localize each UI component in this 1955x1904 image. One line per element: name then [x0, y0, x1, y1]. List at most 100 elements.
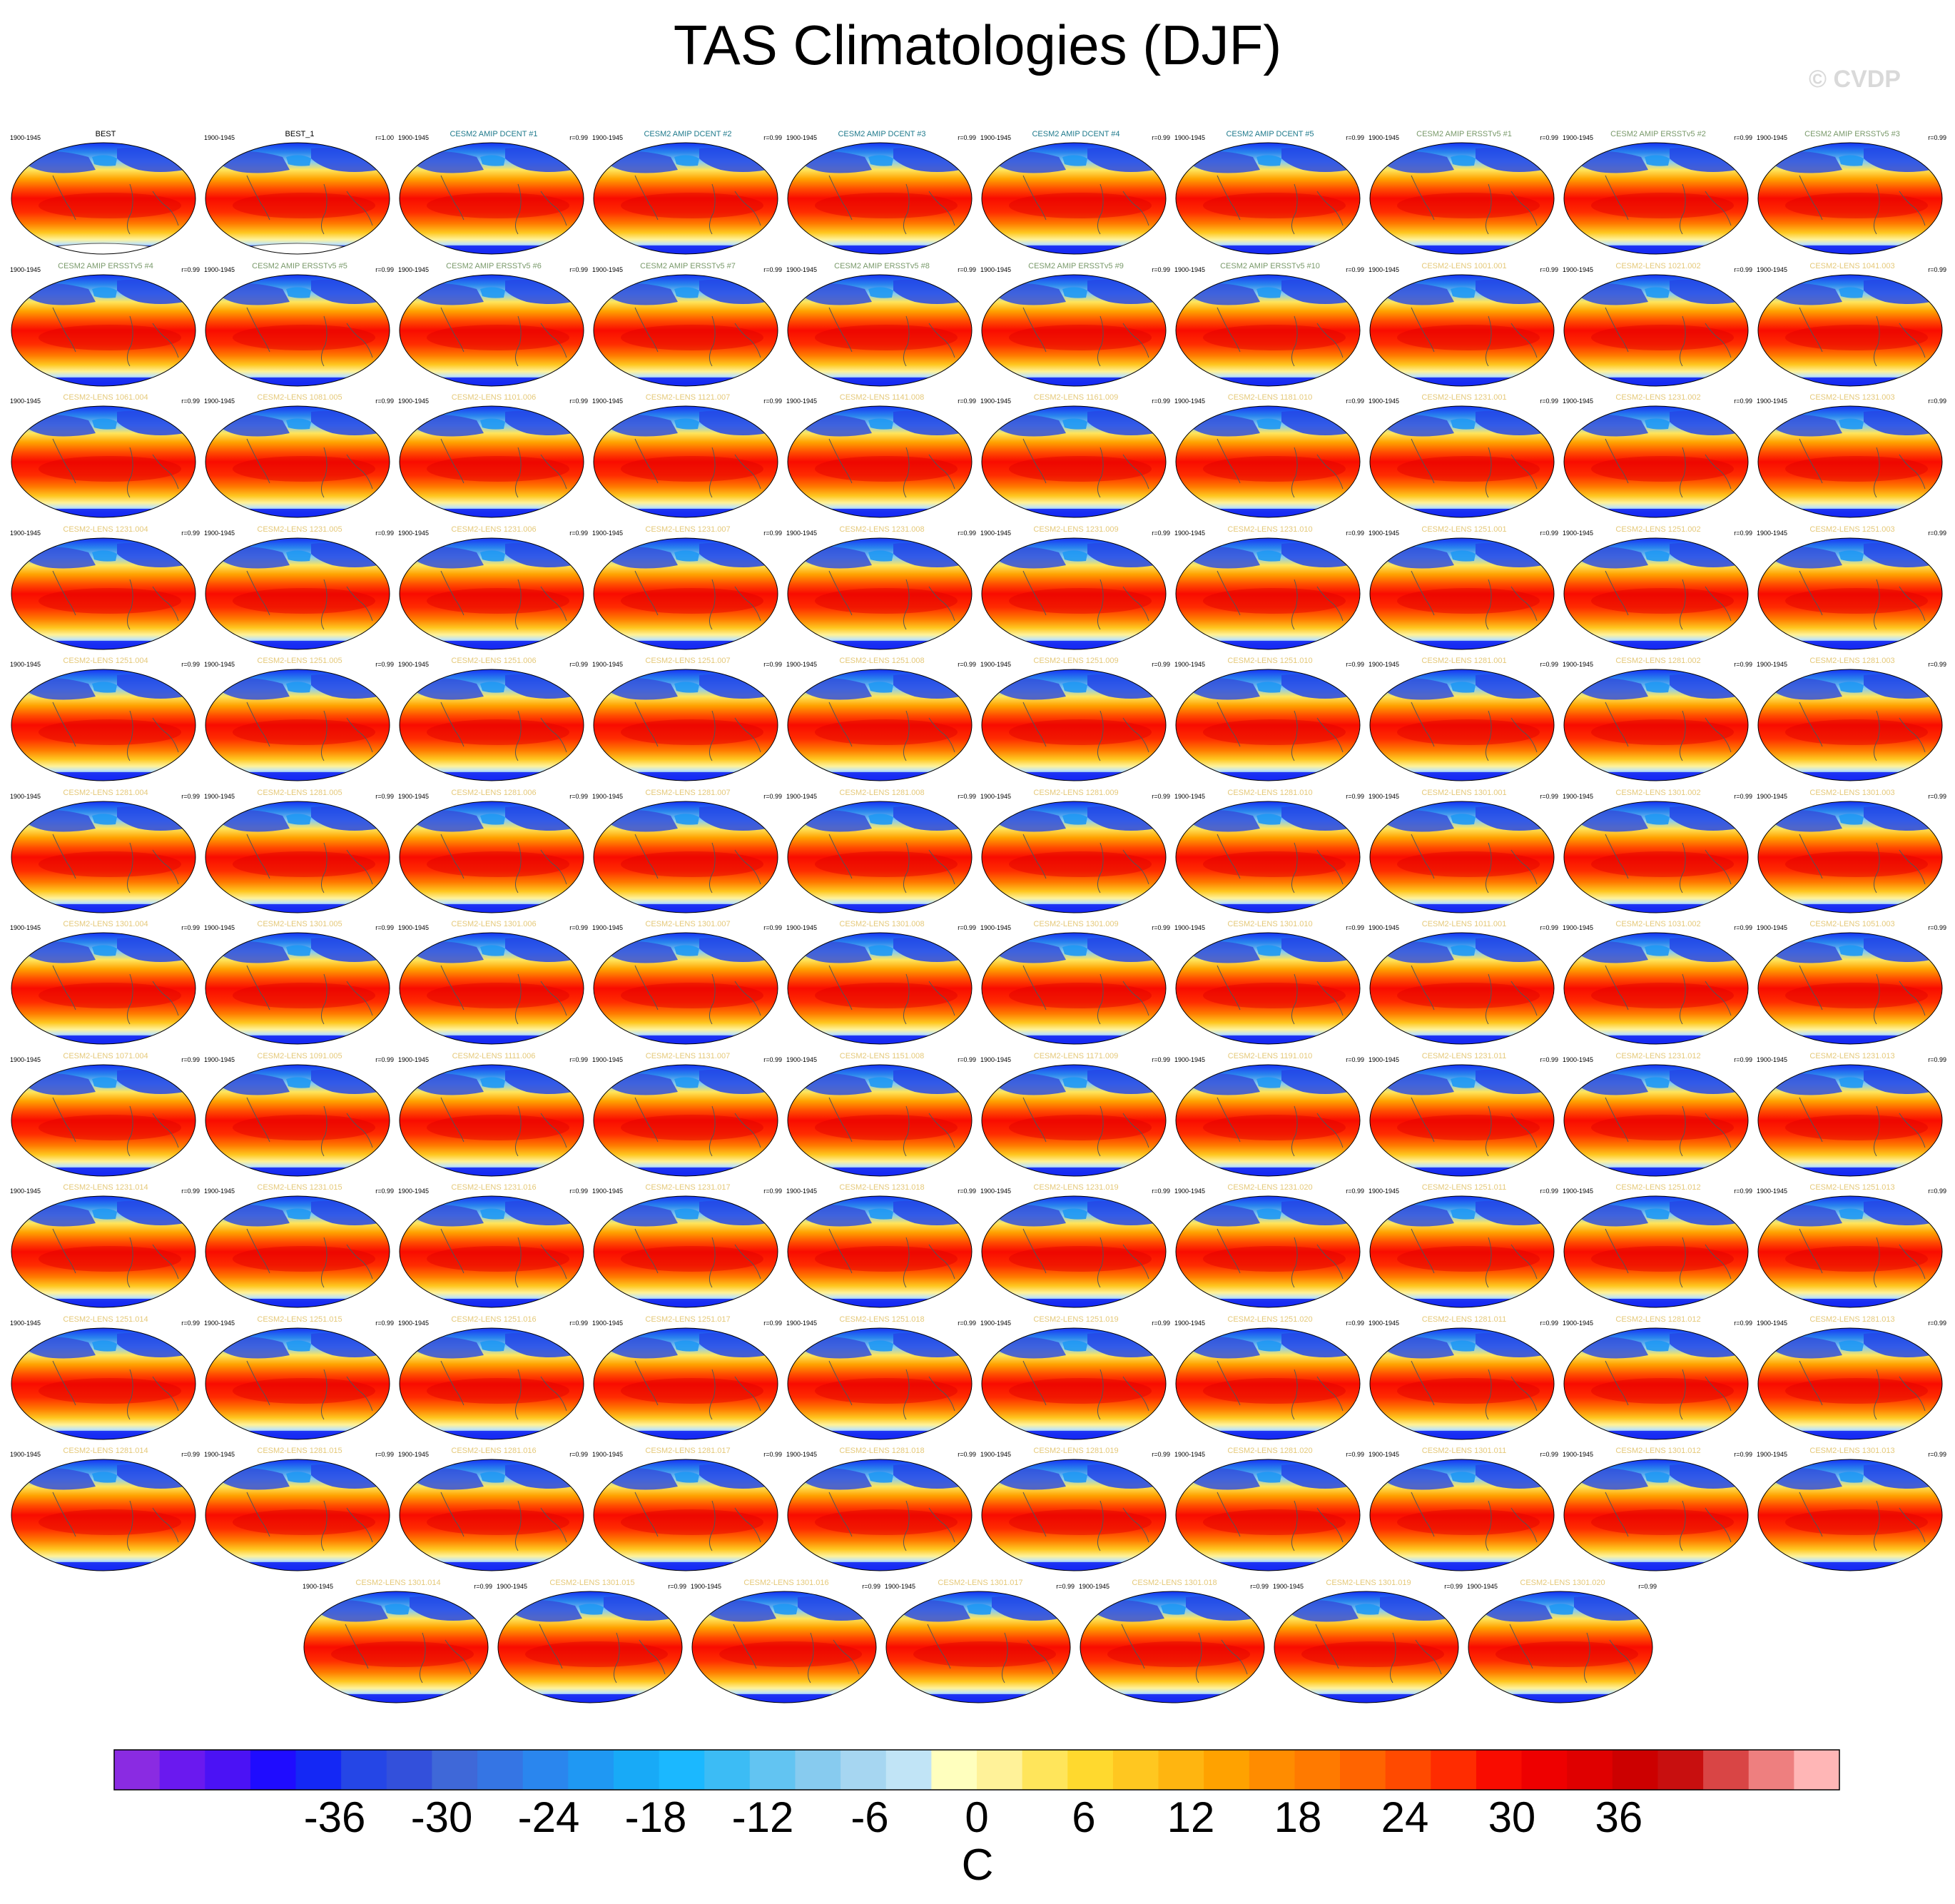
panel-map	[1563, 1064, 1749, 1176]
panel-period: 1900-1945	[1174, 529, 1206, 537]
panel-period: 1900-1945	[980, 265, 1012, 273]
panel-pattern-correlation: r=0.99	[668, 1582, 686, 1590]
panel-period: 1900-1945	[1563, 397, 1594, 405]
panel-period: 1900-1945	[204, 1319, 235, 1327]
panel-title: CESM2-LENS 1231.017	[645, 1183, 731, 1192]
panel-period: 1900-1945	[10, 1055, 41, 1063]
panel-pattern-correlation: r=0.99	[1540, 397, 1558, 405]
map-panel: CESM2-LENS 1251.008 1900-1945 r=0.99	[786, 657, 978, 786]
panel-pattern-correlation: r=0.99	[763, 134, 782, 141]
panel-title: CESM2 AMIP ERSSTv5 #6	[446, 261, 542, 270]
panel-map	[205, 142, 390, 255]
colorbar-box	[1476, 1750, 1523, 1790]
panel-map	[691, 1591, 877, 1703]
panel-map	[205, 274, 390, 386]
panel-title: CESM2-LENS 1301.016	[743, 1578, 829, 1587]
panel-title: CESM2-LENS 1231.011	[1421, 1051, 1507, 1060]
map-panel: CESM2-LENS 1281.020 1900-1945 r=0.99	[1174, 1447, 1366, 1576]
panel-map	[787, 537, 973, 649]
map-panel: CESM2-LENS 1231.013 1900-1945 r=0.99	[1757, 1052, 1948, 1182]
panel-title: CESM2-LENS 1251.018	[839, 1315, 925, 1324]
panel-period: 1900-1945	[1563, 529, 1594, 537]
panel-period: 1900-1945	[398, 1188, 430, 1195]
colorbar-box	[749, 1750, 796, 1790]
panel-pattern-correlation: r=0.99	[1928, 265, 1946, 273]
panel-pattern-correlation: r=0.99	[763, 265, 782, 273]
panel-period: 1900-1945	[10, 1188, 41, 1195]
panel-period: 1900-1945	[1757, 1319, 1788, 1327]
panel-map	[11, 274, 196, 386]
panel-period: 1900-1945	[10, 529, 41, 537]
panel-map	[11, 537, 196, 649]
panel-period: 1900-1945	[1174, 265, 1206, 273]
panel-title: CESM2-LENS 1251.012	[1615, 1183, 1701, 1192]
map-panel: CESM2-LENS 1251.010 1900-1945 r=0.99	[1174, 657, 1366, 786]
panel-title: CESM2-LENS 1301.017	[938, 1578, 1023, 1587]
panel-map	[399, 537, 584, 649]
panel-period: 1900-1945	[592, 134, 624, 141]
panel-period: 1900-1945	[398, 265, 430, 273]
panel-map	[981, 1064, 1167, 1176]
map-panel: CESM2-LENS 1251.012 1900-1945 r=0.99	[1563, 1183, 1754, 1313]
panel-pattern-correlation: r=0.99	[958, 1451, 976, 1458]
panel-map	[981, 274, 1167, 386]
panel-period: 1900-1945	[1757, 1188, 1788, 1195]
panel-pattern-correlation: r=0.99	[763, 529, 782, 537]
panel-period: 1900-1945	[1757, 397, 1788, 405]
panel-map	[1757, 932, 1943, 1045]
panel-period: 1900-1945	[1174, 661, 1206, 668]
panel-pattern-correlation: r=0.99	[1928, 1188, 1946, 1195]
panel-title: CESM2-LENS 1251.015	[257, 1315, 342, 1324]
map-panel: CESM2 AMIP ERSSTv5 #9 1900-1945 r=0.99	[980, 262, 1172, 392]
panel-map	[1369, 405, 1555, 518]
panel-title: CESM2 AMIP DCENT #2	[644, 130, 732, 138]
panel-period: 1900-1945	[10, 1451, 41, 1458]
panel-pattern-correlation: r=0.99	[958, 661, 976, 668]
panel-map	[1080, 1591, 1265, 1703]
panel-title: CESM2-LENS 1281.015	[257, 1447, 342, 1455]
colorbar-box	[931, 1750, 978, 1790]
panel-map	[205, 537, 390, 649]
map-panel: CESM2-LENS 1251.009 1900-1945 r=0.99	[980, 657, 1172, 786]
panel-period: 1900-1945	[10, 134, 41, 141]
panel-map	[593, 1327, 778, 1439]
panel-title: CESM2 AMIP DCENT #5	[1226, 130, 1314, 138]
panel-map	[593, 537, 778, 649]
panel-title: CESM2-LENS 1231.005	[257, 525, 342, 534]
panel-map	[1369, 801, 1555, 913]
panel-map	[11, 1327, 196, 1439]
panel-map	[1757, 405, 1943, 518]
panel-title: CESM2-LENS 1251.013	[1809, 1183, 1895, 1192]
panel-pattern-correlation: r=0.99	[1346, 265, 1364, 273]
panel-map	[11, 1064, 196, 1176]
panel-map	[1175, 274, 1361, 386]
map-panel: CESM2-LENS 1111.006 1900-1945 r=0.99	[398, 1052, 589, 1182]
colorbar-tick-label: 24	[1381, 1793, 1429, 1841]
map-panel: CESM2-LENS 1301.016 1900-1945 r=0.99	[691, 1578, 882, 1708]
panel-period: 1900-1945	[786, 792, 818, 800]
panel-pattern-correlation: r=0.99	[958, 1319, 976, 1327]
panel-pattern-correlation: r=0.99	[181, 397, 200, 405]
panel-title: CESM2-LENS 1231.002	[1615, 393, 1701, 402]
map-panel: CESM2-LENS 1141.008 1900-1945 r=0.99	[786, 393, 978, 523]
panel-period: 1900-1945	[1467, 1582, 1498, 1590]
panel-pattern-correlation: r=0.99	[1928, 529, 1946, 537]
panel-period: 1900-1945	[1563, 661, 1594, 668]
colorbar-tick-label: -24	[517, 1793, 580, 1841]
map-panel: CESM2-LENS 1281.013 1900-1945 r=0.99	[1757, 1315, 1948, 1445]
panel-map	[1274, 1591, 1459, 1703]
colorbar-tick-label: 12	[1167, 1793, 1215, 1841]
panel-map	[1369, 537, 1555, 649]
panel-title: CESM2-LENS 1301.002	[1615, 788, 1701, 797]
panel-map	[1563, 1195, 1749, 1308]
map-panel: CESM2 AMIP DCENT #1 1900-1945 r=0.99	[398, 130, 589, 260]
map-panel: CESM2-LENS 1231.012 1900-1945 r=0.99	[1563, 1052, 1754, 1182]
colorbar-box	[1158, 1750, 1204, 1790]
map-panel: CESM2-LENS 1231.002 1900-1945 r=0.99	[1563, 393, 1754, 523]
panel-map	[1757, 669, 1943, 781]
panel-pattern-correlation: r=0.99	[569, 1319, 588, 1327]
panel-pattern-correlation: r=0.99	[1928, 1451, 1946, 1458]
colorbar-box	[159, 1750, 205, 1790]
colorbar-box	[1385, 1750, 1431, 1790]
panel-map	[787, 801, 973, 913]
